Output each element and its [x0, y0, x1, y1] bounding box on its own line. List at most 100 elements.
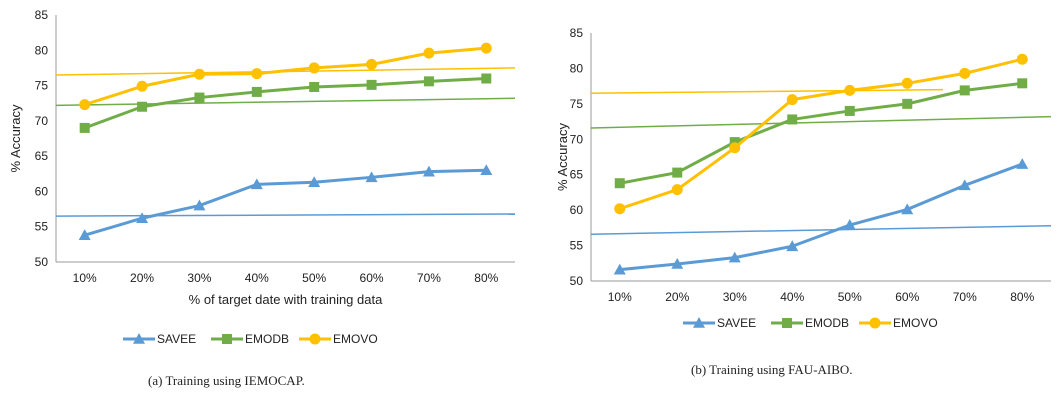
- b-x-tick-label: 20%: [665, 290, 689, 304]
- a-savee-point: [308, 176, 321, 188]
- b-savee-series-line: [619, 162, 1023, 272]
- a-emodb-point: [481, 73, 492, 84]
- b-legend-emovo-marker: [869, 317, 881, 329]
- a-y-tick-label: 75: [35, 79, 49, 93]
- a-legend: SAVEE EMODB EMOVO: [123, 332, 378, 346]
- b-y-axis-title: % Accuracy: [555, 123, 570, 191]
- chart-a-svg: 50 55 60 65 70 75 80 85 10% 20% 30% 40% 50% 60% 70% 80%…: [8, 8, 516, 346]
- a-y-tick-label: 50: [35, 255, 49, 269]
- a-x-tick-label: 30%: [187, 271, 211, 285]
- b-emovo-point: [729, 142, 741, 154]
- a-legend-savee-marker: [133, 333, 145, 344]
- a-y-axis-title: % Accuracy: [8, 104, 23, 172]
- b-emodb-point: [902, 98, 913, 109]
- b-y-tick-label: 70: [570, 132, 584, 146]
- a-emovo-point: [423, 47, 435, 59]
- b-emodb-point: [787, 114, 798, 125]
- a-emovo-point: [308, 62, 320, 74]
- b-emovo-point: [959, 67, 971, 79]
- b-x-tick-label: 70%: [953, 290, 977, 304]
- a-x-tick-label: 50%: [302, 271, 326, 285]
- a-x-tick-label: 80%: [474, 271, 498, 285]
- b-savee-point: [901, 203, 914, 215]
- b-savee-point: [1016, 158, 1029, 169]
- a-emodb-point: [79, 122, 90, 133]
- a-savee-point: [250, 178, 263, 190]
- a-legend-emodb-marker: [222, 334, 232, 344]
- a-savee-point: [136, 212, 149, 224]
- a-legend-emovo-label: EMOVO: [333, 332, 378, 345]
- b-savee-point: [958, 179, 971, 191]
- a-emovo-point: [480, 42, 492, 54]
- b-emodb-point: [614, 178, 625, 189]
- b-emovo-series-line: [619, 57, 1023, 211]
- b-savee-point: [671, 257, 684, 269]
- a-emovo-point: [136, 80, 148, 92]
- a-legend-emovo-marker: [309, 333, 321, 345]
- b-y-tick-label: 55: [570, 239, 584, 253]
- b-emovo-point: [786, 94, 798, 106]
- b-savee-point: [786, 240, 799, 252]
- b-emovo-point: [844, 84, 856, 96]
- a-savee-point: [480, 164, 493, 176]
- a-emodb-point: [309, 81, 320, 92]
- b-x-tick-label: 80%: [1010, 290, 1034, 304]
- a-emodb-point: [423, 76, 434, 87]
- b-savee-trendline: [590, 224, 1052, 235]
- b-emodb-trendline: [590, 115, 1052, 129]
- b-emovo-trendline: [590, 88, 944, 94]
- a-x-tick-label: 20%: [130, 271, 154, 285]
- a-y-tick-label: 65: [35, 149, 49, 163]
- b-y-tick-label: 65: [570, 168, 584, 182]
- a-emovo-point: [251, 68, 263, 80]
- a-y-tick-label: 70: [35, 114, 49, 128]
- b-legend-savee-marker: [693, 317, 705, 328]
- a-y-tick-label: 60: [35, 184, 49, 198]
- b-x-tick-label: 60%: [895, 290, 919, 304]
- b-emovo-point: [1016, 53, 1028, 65]
- a-y-tick-label: 80: [35, 43, 49, 57]
- b-y-tick-label: 85: [570, 26, 584, 40]
- b-y-tick-label: 80: [570, 61, 584, 75]
- a-emodb-point: [251, 86, 262, 97]
- caption-a: (a) Training using IEMOCAP.: [148, 373, 305, 388]
- a-x-tick-label: 10%: [73, 271, 97, 285]
- a-legend-emodb-label: EMODB: [245, 332, 289, 345]
- b-emovo-point: [901, 77, 913, 89]
- a-emodb-series-line: [84, 77, 487, 130]
- a-emovo-point: [193, 68, 205, 80]
- a-emodb-point: [137, 101, 148, 112]
- a-savee-series-line: [84, 168, 487, 237]
- b-y-tick-label: 50: [570, 274, 584, 288]
- b-legend: SAVEE EMODB EMOVO: [683, 316, 938, 330]
- b-y-tick-label: 75: [570, 97, 584, 111]
- a-x-axis-title: % of target date with training data: [189, 292, 383, 307]
- a-emodb-trendline: [55, 97, 516, 107]
- b-x-tick-label: 10%: [608, 290, 632, 304]
- a-x-tick-label: 70%: [417, 271, 441, 285]
- caption-b: (b) Training using FAU-AIBO.: [691, 362, 853, 377]
- a-emovo-point: [366, 58, 378, 70]
- b-emodb-series-line: [619, 81, 1023, 185]
- b-x-tick-label: 40%: [780, 290, 804, 304]
- a-savee-point: [365, 171, 378, 183]
- a-x-tick-label: 60%: [360, 271, 384, 285]
- a-savee-point: [422, 165, 435, 177]
- a-emovo-series-line: [84, 46, 487, 107]
- b-emovo-point: [671, 184, 683, 196]
- a-x-tick-label: 40%: [245, 271, 269, 285]
- b-savee-point: [728, 251, 741, 263]
- a-emovo-point: [79, 99, 91, 111]
- b-legend-emodb-label: EMODB: [805, 316, 849, 330]
- b-emodb-point: [959, 85, 970, 96]
- a-legend-savee-label: SAVEE: [157, 332, 196, 345]
- b-legend-savee-label: SAVEE: [717, 316, 756, 330]
- b-legend-emovo-label: EMOVO: [893, 316, 938, 330]
- a-y-tick-label: 55: [35, 220, 49, 234]
- a-y-tick-label: 85: [35, 8, 49, 22]
- b-savee-point: [843, 219, 856, 230]
- chart-panel-b: 50 55 60 65 70 75 80 85 10% 20% 30% 40% 50% 60% 70% 80%…: [531, 0, 1062, 399]
- a-savee-trendline: [55, 213, 516, 217]
- b-legend-emodb-marker: [782, 318, 792, 328]
- b-x-tick-label: 30%: [723, 290, 747, 304]
